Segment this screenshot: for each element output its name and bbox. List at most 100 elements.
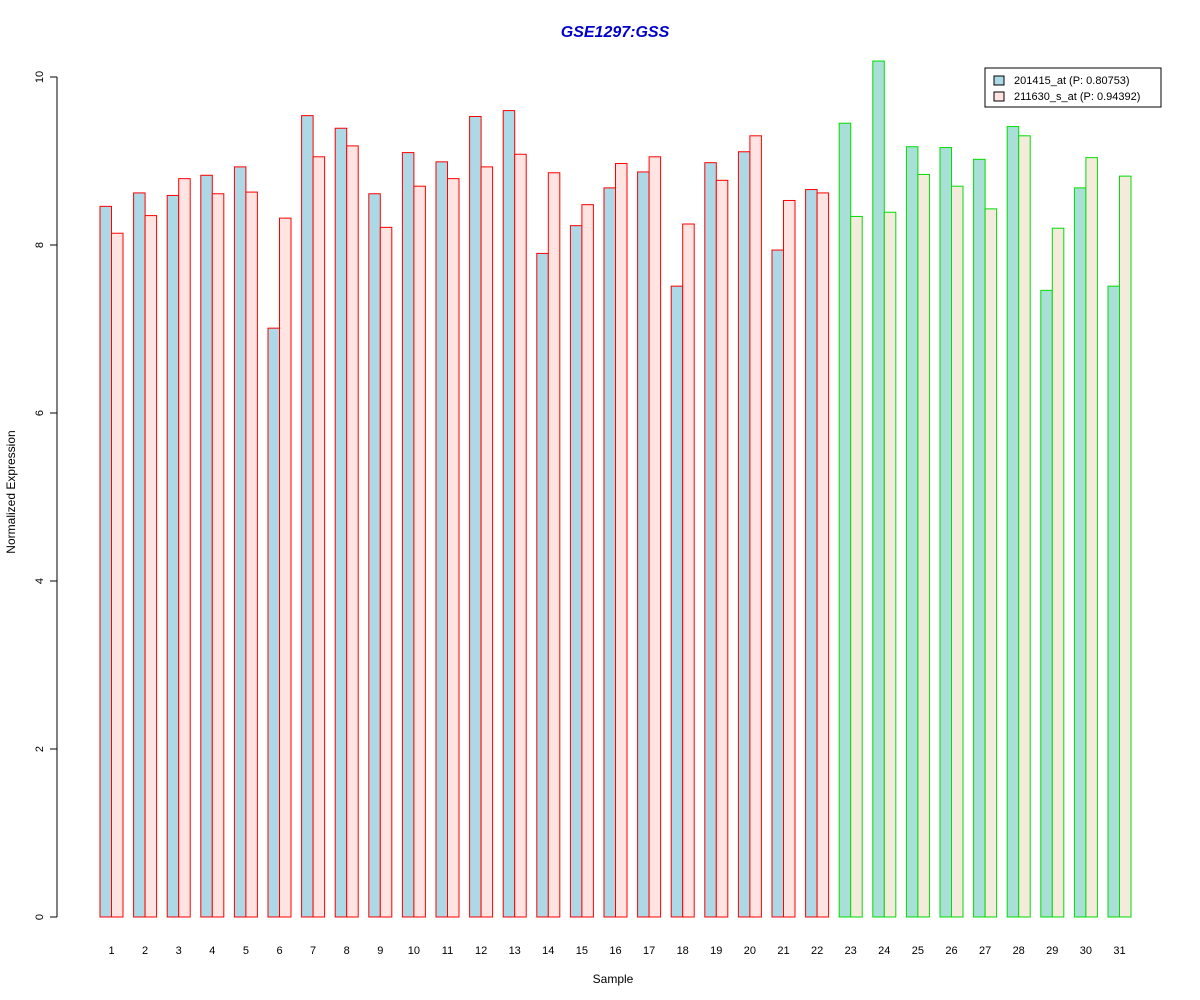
bar-sample-7-series-1 xyxy=(301,115,314,918)
x-tick-label: 5 xyxy=(243,945,249,957)
legend-swatch xyxy=(993,91,1005,102)
x-tick-label: 19 xyxy=(710,945,722,957)
bar-sample-10-series-2 xyxy=(413,185,426,918)
bar-sample-20-series-2 xyxy=(749,135,762,918)
bar-sample-25-series-1 xyxy=(905,146,919,918)
bars-layer xyxy=(99,60,1132,918)
bar-sample-6-series-2 xyxy=(279,217,292,918)
bar-sample-11-series-1 xyxy=(435,161,448,918)
bar-sample-24-series-1 xyxy=(872,60,885,918)
bar-sample-15-series-2 xyxy=(581,204,594,918)
x-tick-label: 1 xyxy=(108,945,114,957)
x-axis-label: Sample xyxy=(593,972,634,986)
bar-sample-26-series-1 xyxy=(939,147,952,918)
bar-sample-29-series-2 xyxy=(1051,227,1065,918)
bar-sample-25-series-2 xyxy=(917,173,930,918)
bar-sample-19-series-2 xyxy=(715,179,729,918)
bar-sample-9-series-1 xyxy=(368,193,381,918)
bar-sample-13-series-1 xyxy=(502,110,516,918)
bar-sample-6-series-1 xyxy=(267,327,280,918)
bar-sample-18-series-2 xyxy=(682,223,695,918)
bar-sample-18-series-1 xyxy=(670,285,684,918)
x-tick-label: 13 xyxy=(509,945,521,957)
x-tick-label: 21 xyxy=(777,945,789,957)
bar-sample-29-series-1 xyxy=(1040,289,1053,918)
bar-sample-8-series-2 xyxy=(346,145,359,918)
y-tick-label: 8 xyxy=(34,242,46,248)
bar-sample-16-series-1 xyxy=(603,187,616,918)
x-tick-label: 16 xyxy=(609,945,621,957)
bar-sample-1-series-1 xyxy=(99,205,112,918)
x-tick-label: 8 xyxy=(344,945,350,957)
bar-sample-13-series-2 xyxy=(514,153,527,918)
bar-sample-4-series-1 xyxy=(200,174,213,918)
y-tick-label: 0 xyxy=(34,914,46,920)
x-tick-label: 11 xyxy=(442,945,453,957)
bar-sample-28-series-1 xyxy=(1006,126,1020,918)
bar-sample-3-series-1 xyxy=(166,194,180,918)
bar-sample-10-series-1 xyxy=(401,152,415,918)
legend-swatch xyxy=(993,75,1005,86)
bar-sample-1-series-2 xyxy=(111,232,124,918)
x-tick-label: 23 xyxy=(845,945,857,957)
bar-sample-12-series-1 xyxy=(469,115,482,918)
bar-sample-28-series-2 xyxy=(1018,135,1031,918)
x-tick-labels: 1 2 3 4 5 6 7 8 9 10 11 12 13 14 15 16 17 18 19 20 21 22 23 24 2… xyxy=(108,945,1125,957)
bar-sample-12-series-2 xyxy=(480,166,494,918)
bar-sample-23-series-1 xyxy=(838,122,852,918)
x-tick-label: 25 xyxy=(912,945,924,957)
bar-sample-3-series-2 xyxy=(178,178,191,918)
bar-sample-31-series-2 xyxy=(1119,175,1132,918)
y-tick-label: 6 xyxy=(34,410,46,416)
x-tick-label: 20 xyxy=(744,945,756,957)
x-tick-label: 7 xyxy=(310,945,316,957)
y-axis: 0 2 4 6 8 10 xyxy=(34,71,58,920)
bar-sample-27-series-1 xyxy=(973,158,986,918)
y-tick-label: 2 xyxy=(34,746,46,752)
x-tick-label: 3 xyxy=(176,945,182,957)
y-tick-label: 4 xyxy=(34,578,46,584)
x-tick-label: 10 xyxy=(408,945,420,957)
y-tick-label: 10 xyxy=(34,71,46,83)
bar-sample-9-series-2 xyxy=(379,226,393,918)
x-tick-label: 9 xyxy=(377,945,383,957)
x-tick-label: 24 xyxy=(878,945,890,957)
legend-entry: 211630_s_at (P: 0.94392) xyxy=(1014,91,1140,103)
bar-sample-8-series-1 xyxy=(334,127,348,918)
x-tick-label: 18 xyxy=(677,945,689,957)
bar-sample-30-series-2 xyxy=(1085,157,1098,918)
bar-sample-31-series-1 xyxy=(1107,285,1120,918)
chart-title: GSE1297:GSS xyxy=(561,24,670,41)
bar-sample-5-series-2 xyxy=(245,191,258,918)
bar-sample-26-series-2 xyxy=(951,185,964,918)
bar-sample-23-series-2 xyxy=(850,215,863,918)
x-tick-label: 28 xyxy=(1013,945,1025,957)
bar-sample-21-series-2 xyxy=(783,199,796,918)
bar-sample-15-series-1 xyxy=(569,225,583,918)
bar-sample-14-series-2 xyxy=(547,172,561,918)
bar-sample-17-series-1 xyxy=(637,171,650,918)
x-tick-label: 26 xyxy=(945,945,957,957)
bar-sample-4-series-2 xyxy=(211,193,225,918)
bar-sample-21-series-1 xyxy=(771,249,784,918)
bar-sample-11-series-2 xyxy=(447,178,460,918)
bar-sample-7-series-2 xyxy=(312,156,326,918)
legend-entry: 201415_at (P: 0.80753) xyxy=(1014,75,1130,87)
x-tick-label: 27 xyxy=(979,945,991,957)
legend: 201415_at (P: 0.80753) 211630_s_at (P: 0.… xyxy=(984,67,1162,108)
bar-sample-5-series-1 xyxy=(233,166,247,918)
x-tick-label: 29 xyxy=(1046,945,1058,957)
bar-sample-22-series-2 xyxy=(816,192,830,918)
x-tick-label: 12 xyxy=(475,945,487,957)
x-tick-label: 14 xyxy=(542,945,554,957)
bar-sample-19-series-1 xyxy=(704,162,717,918)
bar-sample-2-series-1 xyxy=(133,192,146,918)
bar-sample-22-series-1 xyxy=(805,189,818,918)
bar-sample-30-series-1 xyxy=(1073,187,1087,918)
bar-sample-16-series-2 xyxy=(615,163,628,918)
bar-sample-14-series-1 xyxy=(536,252,549,918)
x-tick-label: 4 xyxy=(209,945,215,957)
y-axis-label: Normalized Expression xyxy=(4,430,18,553)
bar-sample-24-series-2 xyxy=(883,211,897,918)
